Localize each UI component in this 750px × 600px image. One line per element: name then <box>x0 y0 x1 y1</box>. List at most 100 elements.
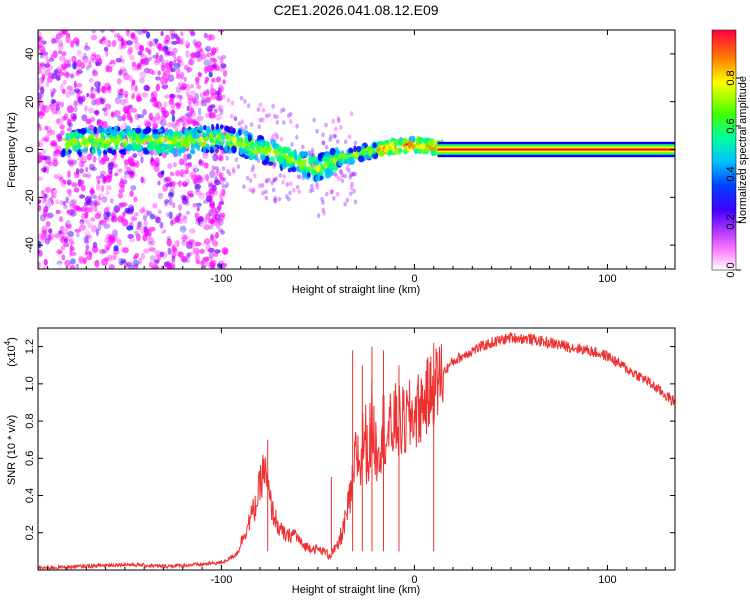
heatmap-noise-blob <box>69 244 73 253</box>
heatmap-noise-blob <box>287 196 291 202</box>
heatmap-noise-blob <box>124 97 129 104</box>
heatmap-noise-blob <box>176 36 181 45</box>
heatmap-noise-blob <box>332 133 337 139</box>
heatmap-noise-blob <box>208 183 214 191</box>
heatmap-noise-blob <box>86 153 92 161</box>
heatmap-noise-blob <box>71 55 77 63</box>
heatmap-ridge-blob <box>87 127 92 135</box>
heatmap-noise-blob <box>209 104 216 109</box>
heatmap-noise-blob <box>194 30 201 35</box>
heatmap-noise-blob <box>84 105 88 112</box>
heatmap-ridge-blob <box>314 175 321 182</box>
heatmap-noise-blob <box>78 179 85 185</box>
heatmap-ridge-blob <box>166 139 172 145</box>
heatmap-noise-blob <box>104 174 112 179</box>
snr-multiplier: (x104) <box>3 337 18 367</box>
heatmap-noise-blob <box>289 181 293 187</box>
heatmap-noise-blob <box>150 91 154 100</box>
y-tick-label: 1.0 <box>24 376 36 391</box>
heatmap-noise-blob <box>261 190 265 196</box>
heatmap-noise-blob <box>38 204 42 212</box>
heatmap-noise-blob <box>213 78 219 83</box>
heatmap-ridge-blob <box>160 145 166 151</box>
heatmap-noise-blob <box>39 53 45 59</box>
heatmap-noise-blob <box>69 161 74 168</box>
heatmap-noise-blob <box>52 50 58 59</box>
heatmap-ridge-blob <box>384 139 390 145</box>
heatmap-noise-blob <box>155 76 161 81</box>
heatmap-noise-blob <box>79 219 85 225</box>
heatmap-noise-blob <box>105 245 110 251</box>
heatmap-noise-blob <box>135 64 140 71</box>
heatmap-noise-blob <box>122 113 126 122</box>
heatmap-noise-blob <box>43 166 47 174</box>
heatmap-noise-blob <box>85 245 90 250</box>
colorbar-tick-label: 0.6 <box>725 118 737 133</box>
heatmap-noise-blob <box>119 98 126 106</box>
heatmap-noise-blob <box>59 83 64 92</box>
heatmap-noise-blob <box>264 189 268 195</box>
heatmap-noise-blob <box>190 31 196 37</box>
heatmap-noise-blob <box>95 59 99 67</box>
heatmap-noise-blob <box>149 255 155 262</box>
snr-x-ticks: -100 0 100 <box>47 328 666 586</box>
heatmap-noise-blob <box>69 73 75 79</box>
heatmap-noise-blob <box>118 188 125 193</box>
heatmap-noise-blob <box>66 85 73 91</box>
heatmap-noise-blob <box>118 192 123 199</box>
heatmap-noise-blob <box>94 213 101 220</box>
heatmap-noise-blob <box>45 221 51 228</box>
heatmap-noise-blob <box>131 92 136 98</box>
heatmap-ridge-blob <box>260 141 264 149</box>
heatmap-noise-blob <box>78 256 85 264</box>
heatmap-noise-blob <box>165 59 169 67</box>
heatmap-noise-blob <box>52 189 60 197</box>
heatmap-noise-blob <box>117 215 124 223</box>
colorbar-tick-label: 0.2 <box>725 214 737 229</box>
heatmap-noise-blob <box>275 120 280 125</box>
spectrogram-y-ticks: -40 -20 0 20 40 <box>24 48 675 253</box>
heatmap-noise-blob <box>133 36 139 44</box>
heatmap-ridge-blob <box>247 134 252 142</box>
heatmap-ridge-blob <box>378 150 382 156</box>
heatmap-noise-blob <box>81 212 88 220</box>
heatmap-noise-blob <box>171 217 177 225</box>
heatmap-noise-blob <box>51 37 56 44</box>
heatmap-noise-blob <box>132 153 138 159</box>
heatmap-ridge-blob <box>165 150 169 156</box>
heatmap-noise-blob <box>221 166 226 172</box>
heatmap-noise-blob <box>97 179 101 185</box>
heatmap-noise-blob <box>171 255 176 263</box>
heatmap-noise-blob <box>123 44 128 51</box>
snr-series-line <box>38 332 675 570</box>
heatmap-ridge-blob <box>117 135 122 143</box>
heatmap-noise-blob <box>127 172 135 180</box>
heatmap-noise-blob <box>73 187 80 193</box>
heatmap-ridge-blob <box>289 152 295 157</box>
heatmap-noise-blob <box>72 61 77 70</box>
heatmap-noise-blob <box>180 71 185 80</box>
heatmap-noise-blob <box>185 162 190 171</box>
heatmap-noise-blob <box>322 210 326 216</box>
heatmap-noise-blob <box>143 248 150 254</box>
heatmap-noise-blob <box>92 68 96 75</box>
heatmap-noise-blob <box>67 58 72 66</box>
heatmap-noise-blob <box>48 234 52 242</box>
heatmap-noise-blob <box>60 179 67 188</box>
heatmap-noise-blob <box>159 54 164 62</box>
heatmap-noise-blob <box>136 55 141 62</box>
heatmap-noise-blob <box>90 217 96 222</box>
heatmap-noise-blob <box>221 184 228 189</box>
heatmap-noise-blob <box>70 240 76 245</box>
heatmap-noise-blob <box>38 151 43 159</box>
heatmap-noise-blob <box>117 238 122 247</box>
heatmap-noise-blob <box>131 61 136 67</box>
heatmap-noise-blob <box>124 207 131 214</box>
heatmap-noise-blob <box>55 104 60 111</box>
heatmap-noise-blob <box>107 254 113 262</box>
heatmap-noise-blob <box>192 203 197 208</box>
heatmap-noise-blob <box>148 247 156 252</box>
heatmap-noise-blob <box>209 170 216 179</box>
heatmap-noise-blob <box>48 228 53 234</box>
